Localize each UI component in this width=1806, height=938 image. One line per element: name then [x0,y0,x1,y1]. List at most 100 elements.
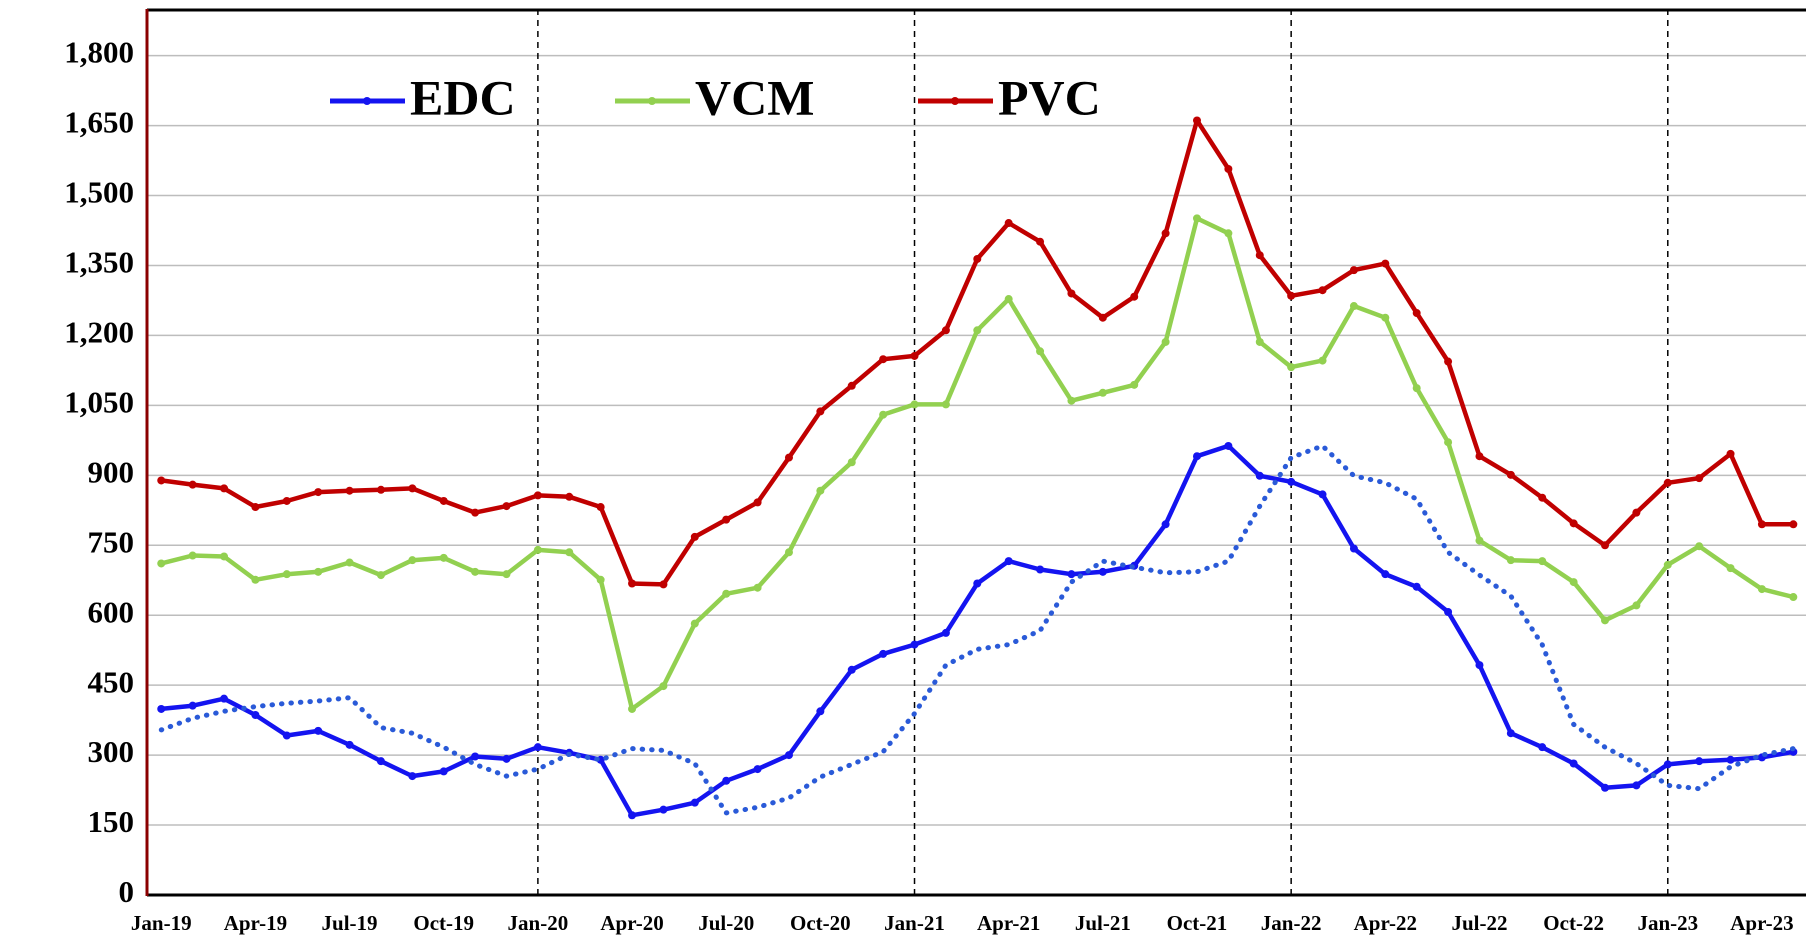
data-point [1663,760,1672,769]
data-point [1506,729,1515,738]
data-point [471,508,480,517]
data-point [1663,560,1672,569]
data-point [1601,616,1610,625]
data-point [251,503,260,512]
data-point [753,498,762,507]
data-point [1381,313,1390,322]
data-point [816,486,825,495]
data-point [690,798,699,807]
data-point [314,567,323,576]
data-point [690,532,699,541]
data-point [1255,337,1264,346]
x-tick-label: Apr-23 [1730,911,1793,935]
data-point [941,400,950,409]
data-point [1349,544,1358,553]
data-point [1067,570,1076,579]
data-point [1224,441,1233,450]
x-tick-label: Jul-20 [698,911,754,935]
data-point [1632,601,1641,610]
data-point [502,570,511,579]
data-point [502,502,511,511]
data-point [1726,564,1735,573]
x-tick-label: Oct-21 [1167,911,1228,935]
data-point [1475,536,1484,545]
data-point [879,649,888,658]
data-point [784,751,793,760]
data-point [282,570,291,579]
data-point [1663,478,1672,487]
data-point [1067,396,1076,405]
data-point [220,484,229,493]
data-point [1506,556,1515,565]
data-point [502,754,511,763]
data-point [1412,309,1421,318]
data-point [1287,363,1296,372]
y-tick-label: 1,350 [64,245,134,280]
y-tick-label: 1,650 [64,105,134,140]
data-point [1695,474,1704,483]
legend-marker [648,97,656,105]
data-point [722,589,731,598]
data-point [220,552,229,561]
data-point [1036,347,1045,356]
data-point [973,254,982,263]
x-tick-label: Jul-21 [1075,911,1131,935]
data-point [1036,237,1045,246]
data-point [1098,567,1107,576]
x-tick-label: Oct-22 [1543,911,1604,935]
data-point [1224,229,1233,238]
data-point [722,776,731,785]
data-point [1161,229,1170,238]
data-point [157,476,166,485]
data-point [188,551,197,560]
grid [147,54,1806,896]
data-point [1098,313,1107,322]
data-point [973,579,982,588]
data-point [847,458,856,467]
data-point [628,811,637,820]
data-point [251,711,260,720]
data-point [659,580,668,589]
data-point [1036,565,1045,574]
data-point [1632,508,1641,517]
data-point [439,767,448,776]
series-line [158,443,1796,816]
data-point [1695,542,1704,551]
data-point [659,805,668,814]
data-point [565,492,574,501]
y-tick-label: 150 [88,804,135,839]
data-point [1632,781,1641,790]
data-point [157,559,166,568]
x-tick-label: Jan-22 [1261,911,1322,935]
legend-label: PVC [998,69,1101,125]
data-point [1412,582,1421,591]
data-point [1789,593,1798,602]
data-point [847,665,856,674]
data-point [1538,743,1547,752]
data-point [1004,557,1013,566]
data-point [1381,570,1390,579]
data-point [753,583,762,592]
x-tick-label: Jan-19 [131,911,192,935]
x-tick-label: Oct-20 [790,911,851,935]
data-point [973,326,982,335]
data-point [1412,384,1421,393]
data-point [533,545,542,554]
data-point [408,556,417,565]
data-point [220,694,229,703]
data-point [1161,520,1170,529]
data-point [1067,289,1076,298]
data-point [345,740,354,749]
data-point [376,757,385,766]
data-point [784,548,793,557]
x-tick-label: Jan-23 [1637,911,1698,935]
data-point [1318,286,1327,295]
data-point [345,558,354,567]
data-point [1726,449,1735,458]
data-point [1757,585,1766,594]
data-point [1601,783,1610,792]
data-point [565,548,574,557]
data-point [1789,520,1798,529]
legend-label: EDC [410,69,516,125]
